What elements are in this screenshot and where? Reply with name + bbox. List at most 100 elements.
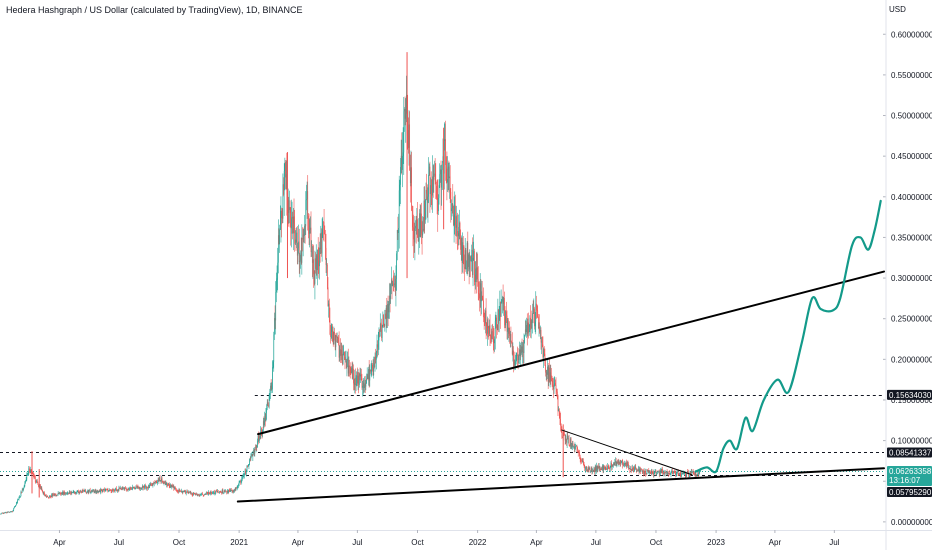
candle-body	[688, 475, 690, 477]
candle-body	[577, 449, 579, 453]
trendline[interactable]	[236, 467, 885, 503]
candle-body	[357, 375, 359, 384]
candle-body	[522, 351, 524, 353]
candle-body	[251, 454, 252, 456]
candle-body	[533, 308, 535, 314]
candle-body	[16, 502, 18, 503]
candle-body	[381, 326, 383, 338]
candle-body	[643, 470, 644, 474]
candle-body	[323, 221, 324, 223]
candle-body	[447, 179, 448, 183]
candle-body	[445, 164, 447, 169]
candle-body	[430, 185, 431, 195]
candle-body	[479, 283, 481, 299]
trendline[interactable]	[257, 270, 885, 436]
candle-body	[515, 360, 516, 366]
candle-body	[314, 258, 316, 284]
candle-body	[606, 469, 608, 470]
candle-body	[254, 447, 256, 454]
trendline[interactable]	[561, 429, 693, 476]
candle-body	[92, 489, 94, 492]
candle-body	[128, 488, 130, 490]
candle-body	[174, 486, 176, 488]
candle-body	[677, 471, 678, 473]
candle-body	[133, 487, 135, 489]
candle-body	[285, 162, 286, 178]
candle-body	[109, 490, 111, 491]
candle-body	[571, 447, 573, 448]
candle-body	[517, 355, 519, 361]
projection-path[interactable]	[694, 199, 882, 474]
candle-body	[19, 496, 21, 497]
candle-body	[579, 452, 580, 456]
candle-body	[100, 489, 102, 490]
candle-body	[108, 490, 110, 491]
trendlines[interactable]	[236, 270, 885, 503]
candle-body	[112, 489, 113, 492]
candle-body	[686, 472, 688, 473]
candle-body	[209, 493, 211, 495]
candle-body	[157, 482, 158, 484]
candle-body	[584, 466, 586, 470]
candle-body	[652, 473, 654, 474]
candle-body	[364, 384, 365, 389]
candle-body	[429, 166, 431, 195]
candle-body	[645, 473, 647, 475]
candle-body	[257, 441, 258, 448]
candle-body	[98, 490, 100, 492]
candle-body	[230, 489, 232, 492]
candle-body	[257, 435, 259, 442]
candle-body	[156, 482, 158, 484]
candle-body	[80, 491, 81, 493]
candle-body	[136, 486, 137, 488]
candle-body	[116, 490, 118, 492]
price-label-text: 0.15634030	[889, 391, 932, 400]
candle-body	[113, 490, 115, 492]
candle-body	[530, 321, 532, 330]
candle-body	[87, 490, 89, 493]
candle-body	[244, 470, 246, 474]
candle-body	[20, 491, 22, 497]
candle-body	[598, 466, 599, 468]
candle-body	[592, 471, 593, 472]
candle-body	[536, 303, 537, 311]
y-tick-label: 0.40000000	[891, 193, 932, 202]
candle-body	[25, 480, 26, 483]
projection-curve[interactable]	[694, 199, 882, 474]
candle-body	[490, 335, 492, 337]
candle-body	[206, 492, 207, 494]
candle-body	[155, 481, 156, 483]
candle-body	[687, 471, 689, 473]
candle-body	[335, 335, 337, 348]
candle-body	[186, 491, 188, 493]
candle-body	[364, 384, 366, 387]
candle-body	[527, 322, 529, 334]
candle-body	[74, 492, 76, 494]
x-tick-label: Apr	[530, 538, 543, 547]
candle-body	[223, 492, 224, 494]
candle-body	[679, 472, 680, 476]
candle-body	[531, 321, 533, 323]
candle-body	[165, 482, 167, 485]
candle-body	[273, 334, 275, 362]
candle-body	[467, 242, 469, 267]
candle-body	[349, 366, 351, 369]
candle-body	[657, 471, 659, 473]
candle-body	[655, 470, 657, 476]
candle-body	[223, 491, 225, 493]
candle-body	[448, 166, 450, 179]
candle-body	[228, 489, 230, 493]
y-tick-label: 0.45000000	[891, 152, 932, 161]
candle-body	[510, 334, 512, 342]
candle-body	[484, 317, 486, 324]
candle-body	[482, 298, 484, 301]
candle-body	[370, 369, 372, 372]
candle-body	[416, 219, 418, 226]
candle-body	[54, 494, 56, 495]
candle-body	[181, 490, 182, 492]
candle-body	[8, 511, 10, 513]
candle-body	[407, 116, 409, 131]
candle-body	[121, 489, 122, 491]
candle-body	[231, 490, 233, 492]
